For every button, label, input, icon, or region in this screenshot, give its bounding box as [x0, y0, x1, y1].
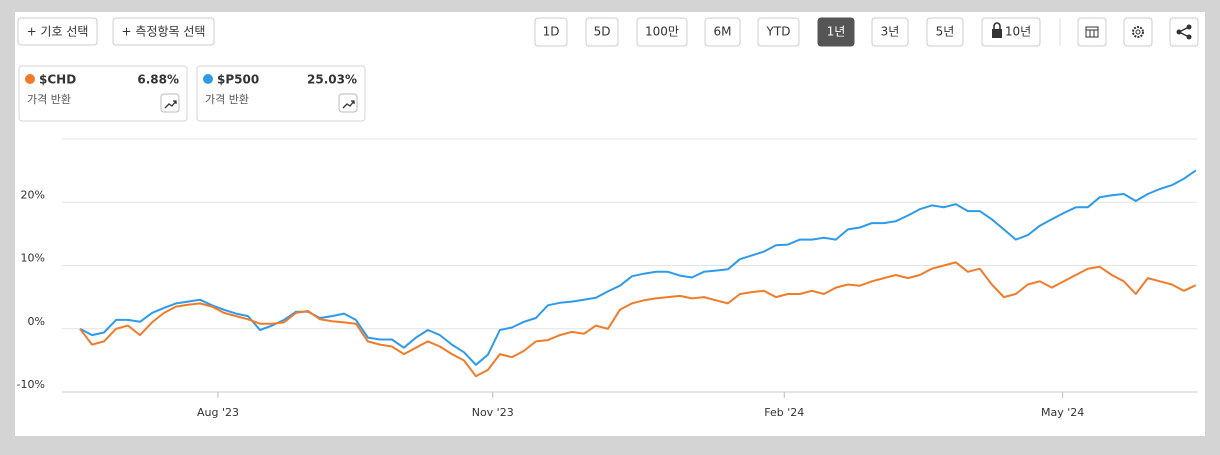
legend-dot [25, 74, 35, 84]
range-button[interactable]: 100만 [636, 17, 688, 47]
range-label: 10년 [1005, 25, 1031, 39]
toolbar: + 기호 선택 + 측정항목 선택 1D 5D 100만 6M YTD 1년 3년 5년 10년 [17, 17, 1041, 47]
legend-card[interactable]: $CHD 6.88% 가격 반환 [18, 65, 188, 122]
card-bg [18, 65, 188, 122]
lock-icon [992, 29, 1002, 38]
range-label: 1년 [827, 25, 846, 39]
range-button[interactable]: 10년 [981, 17, 1041, 47]
button-bg [704, 17, 741, 47]
range-button[interactable]: 3년 [871, 17, 909, 47]
legend-card[interactable]: $P500 25.03% 가격 반환 [196, 65, 366, 122]
range-button[interactable]: 6M [704, 17, 741, 47]
range-button[interactable]: 1년 [817, 17, 855, 47]
legend-name: $P500 [217, 73, 259, 87]
y-tick-label: -10% [17, 378, 45, 391]
button-bg [926, 17, 964, 47]
panel [15, 12, 1205, 436]
legend-cards: $CHD 6.88% 가격 반환 $P500 25.03% 가격 반환 [18, 65, 366, 122]
button-bg [636, 17, 688, 47]
legend-caption: 가격 반환 [205, 93, 249, 106]
range-button[interactable]: 5D [585, 17, 619, 47]
button-bg [112, 17, 215, 46]
range-button[interactable]: 1D [534, 17, 568, 47]
trend-icon [342, 100, 355, 109]
add-button[interactable]: + 기호 선택 [17, 17, 98, 46]
x-tick-label: Aug '23 [197, 406, 239, 419]
button-bg [817, 17, 855, 47]
plot: -10% 0% 10% 20% Aug '23 Nov '23 Feb '24 May '24 [17, 169, 1197, 419]
y-tick-label: 20% [21, 188, 45, 201]
series-line [79, 261, 1197, 378]
series-line [79, 169, 1197, 366]
x-tick-label: May '24 [1041, 406, 1084, 419]
y-tick-label: 0% [28, 315, 45, 328]
trend-icon [164, 100, 177, 109]
legend-name: $CHD [39, 73, 76, 87]
range-label: 6M [714, 25, 732, 39]
range-label: 5년 [936, 25, 955, 39]
table-button[interactable] [1077, 17, 1107, 47]
legend-change: 6.88% [137, 73, 179, 87]
range-button[interactable]: YTD [757, 17, 800, 47]
button-label: + 기호 선택 [27, 25, 89, 39]
add-button[interactable]: + 측정항목 선택 [112, 17, 215, 46]
range-label: 100만 [645, 25, 679, 39]
range-label: 1D [543, 25, 560, 39]
x-tick-label: Nov '23 [472, 406, 514, 419]
legend-caption: 가격 반환 [27, 93, 71, 106]
share-button[interactable] [1169, 17, 1199, 47]
card-bg [196, 65, 366, 122]
range-label: 5D [594, 25, 611, 39]
range-label: YTD [766, 25, 791, 39]
settings-button[interactable] [1123, 17, 1153, 47]
range-button[interactable]: 5년 [926, 17, 964, 47]
y-tick-label: 10% [21, 252, 45, 265]
button-bg [757, 17, 800, 47]
button-label: + 측정항목 선택 [122, 25, 206, 39]
button-bg [871, 17, 909, 47]
legend-change: 25.03% [307, 73, 357, 87]
lock-icon [993, 22, 1001, 29]
legend-dot [203, 74, 213, 84]
button-bg [534, 17, 568, 47]
button-bg [17, 17, 98, 46]
button-bg [585, 17, 619, 47]
range-label: 3년 [881, 25, 900, 39]
button-bg [981, 17, 1041, 47]
x-tick-label: Feb '24 [764, 406, 804, 419]
